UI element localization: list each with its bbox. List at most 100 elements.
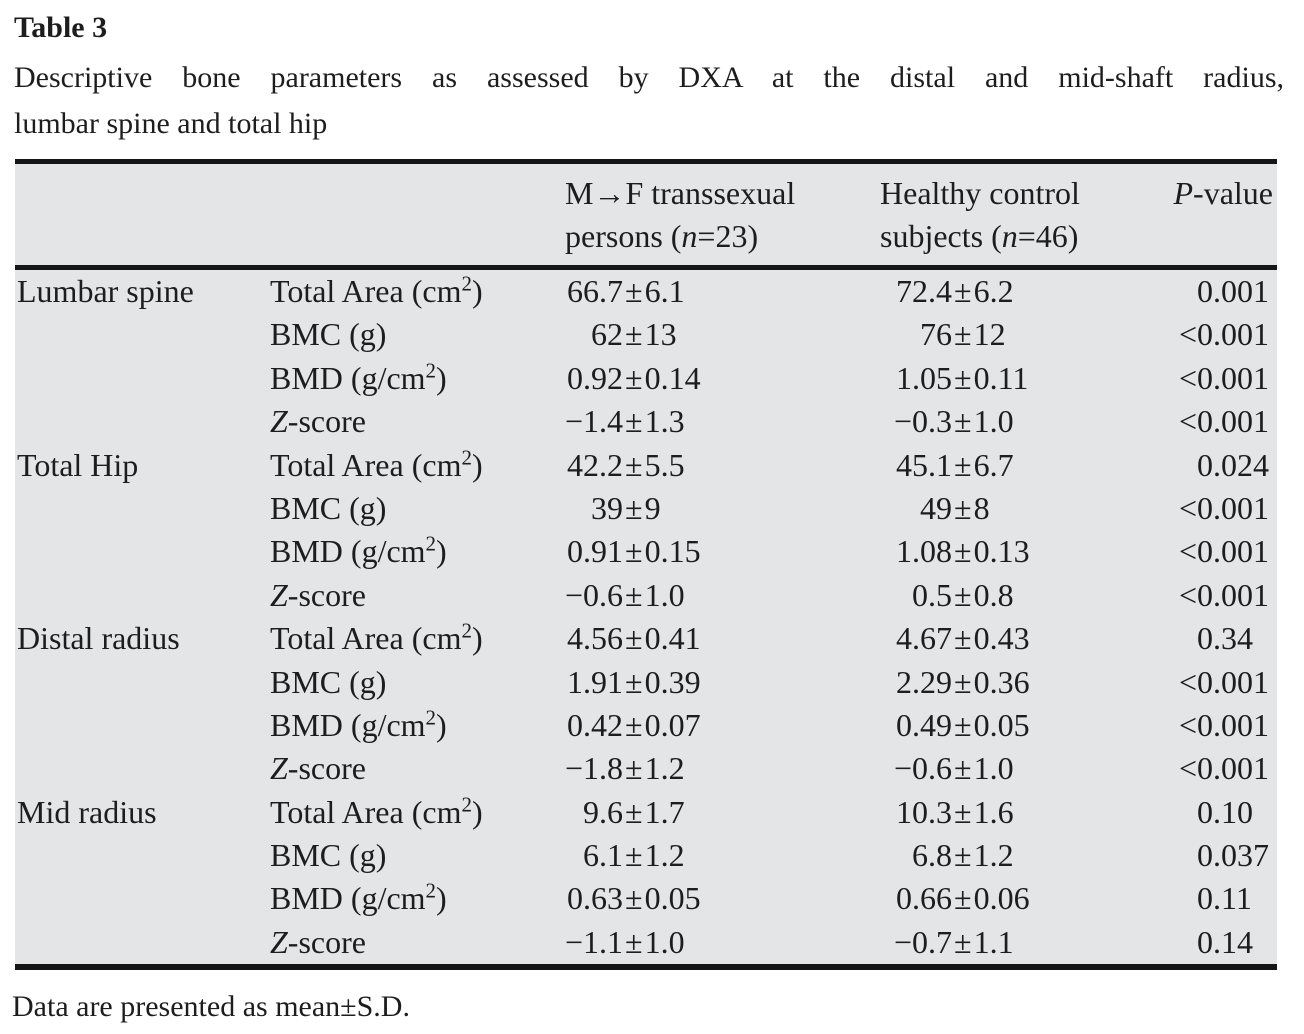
region-cell: Distal radius	[17, 620, 180, 657]
p-value-cell: 0. 11	[1197, 880, 1252, 917]
header-control-group: Healthy control subjects (n=46)	[880, 172, 1147, 258]
table-footnote: Data are presented as mean±S.D.	[12, 990, 410, 1024]
p-value-cell: <0. 001	[1178, 316, 1269, 353]
table-caption: Descriptive bone parameters as assessed …	[14, 55, 1284, 147]
caption-line-2: lumbar spine and total hip	[14, 107, 328, 140]
superscript: 2	[461, 271, 472, 296]
parameter-cell: Z-score	[270, 923, 366, 960]
table-row: Z-score −1.4 ±1.3 −0.3 ±1.0 <0. 001	[15, 400, 1277, 443]
caption-line-1: Descriptive bone parameters as assessed …	[14, 61, 1284, 94]
control-value-cell: 2.29 ±0.36	[896, 663, 1030, 700]
table-row: BMD (g/cm2) 0.91 ±0.15 1.08 ±0.13 <0. 001	[15, 530, 1277, 573]
region-cell: Total Hip	[17, 446, 139, 483]
region-cell	[15, 921, 270, 964]
transsexual-value-cell: −1.1 ±1.0	[565, 923, 685, 960]
parameter-cell: BMC (g)	[270, 663, 387, 700]
parameter-cell: BMC (g)	[270, 316, 387, 353]
region-cell	[15, 400, 270, 443]
control-value-cell: 4.67 ±0.43	[896, 620, 1030, 657]
control-value-cell: −0.6 ±1.0	[893, 750, 1014, 787]
transsexual-value-cell: 39 ±9	[591, 489, 661, 526]
transsexual-value-cell: 6.1 ±1.2	[583, 837, 685, 874]
table-row: BMC (g) 1.91 ±0.39 2.29 ±0.36 <0. 001	[15, 661, 1277, 704]
parameter-cell: BMD (g/cm2)	[270, 878, 447, 917]
table-row: Z-score −1.1 ±1.0 −0.7 ±1.1 0. 14	[15, 921, 1277, 964]
control-value-cell: 0.66 ±0.06	[896, 880, 1030, 917]
dxa-parameters-table: M→F transsexual persons (n=23) Healthy c…	[15, 159, 1277, 971]
superscript: 2	[461, 792, 472, 817]
p-value-cell: 0. 024	[1197, 446, 1269, 483]
transsexual-value-cell: 62 ±13	[591, 316, 677, 353]
superscript: 2	[425, 705, 437, 730]
transsexual-value-cell: 4.56 ±0.41	[567, 620, 701, 657]
parameter-cell: Total Area (cm2)	[270, 444, 483, 483]
control-value-cell: 45.1 ±6.7	[896, 446, 1014, 483]
control-value-cell: 76 ±12	[920, 316, 1006, 353]
parameter-cell: Z-score	[270, 403, 366, 440]
n-symbol: n	[681, 218, 698, 254]
region-cell: Lumbar spine	[17, 273, 194, 309]
header-empty-cell	[15, 172, 565, 258]
transsexual-value-cell: 0.91 ±0.15	[567, 533, 701, 570]
table-title-block: Table 3 Descriptive bone parameters as a…	[0, 10, 1284, 147]
header-control-line2: subjects (n=46)	[880, 218, 1079, 254]
superscript: 2	[425, 878, 437, 903]
header-control-line1: Healthy control	[880, 175, 1080, 211]
control-value-cell: −0.7 ±1.1	[893, 923, 1014, 960]
p-value-cell: <0. 001	[1178, 359, 1269, 396]
table-row: BMC (g) 62 ±13 76 ±12 <0. 001	[15, 313, 1277, 356]
transsexual-value-cell: 1.91 ±0.39	[567, 663, 701, 700]
parameter-cell: BMD (g/cm2)	[270, 705, 447, 743]
p-value-cell: 0. 037	[1197, 837, 1269, 874]
region-cell	[15, 704, 270, 747]
p-value-cell: 0. 14	[1197, 923, 1253, 960]
table-row: Distal radius Total Area (cm2) 4.56 ±0.41…	[15, 617, 1277, 660]
table-row: BMD (g/cm2) 0.42 ±0.07 0.49 ±0.05 <0. 001	[15, 704, 1277, 747]
region-cell	[15, 530, 270, 573]
transsexual-value-cell: −1.8 ±1.2	[565, 750, 685, 787]
transsexual-value-cell: 0.92 ±0.14	[567, 359, 701, 396]
parameter-cell: Total Area (cm2)	[270, 271, 483, 309]
table-row: Total Hip Total Area (cm2) 42.2 ±5.5 45.1…	[15, 444, 1277, 487]
transsexual-value-cell: 66.7 ±6.1	[567, 273, 685, 309]
control-value-cell: 72.4 ±6.2	[896, 273, 1014, 309]
p-value-cell: 0. 10	[1197, 793, 1253, 830]
superscript: 2	[425, 358, 437, 383]
control-value-cell: 49 ±8	[920, 489, 990, 526]
table-row: BMC (g) 6.1 ±1.2 6.8 ±1.2 0. 037	[15, 834, 1277, 877]
control-value-cell: 6.8 ±1.2	[912, 837, 1014, 874]
table-number-label: Table 3	[14, 11, 108, 44]
table-row: BMC (g) 39 ±9 49 ±8 <0. 001	[15, 487, 1277, 530]
p-value-cell: <0. 001	[1178, 663, 1269, 700]
header-p-value: P-value	[1173, 175, 1274, 211]
superscript: 2	[425, 531, 437, 556]
table-row: BMD (g/cm2) 0.63 ±0.05 0.66 ±0.06 0. 11	[15, 877, 1277, 920]
header-transsexual-group: M→F transsexual persons (n=23)	[565, 172, 880, 258]
parameter-cell: Z-score	[270, 750, 366, 787]
p-value-cell: <0. 001	[1178, 489, 1269, 526]
control-value-cell: 0.49 ±0.05	[896, 706, 1030, 743]
region-cell	[15, 747, 270, 790]
p-value-cell: <0. 001	[1178, 750, 1269, 787]
parameter-cell: BMD (g/cm2)	[270, 358, 447, 396]
table-row: Z-score −0.6 ±1.0 0.5 ±0.8 <0. 001	[15, 574, 1277, 617]
parameter-cell: Z-score	[270, 576, 366, 613]
p-value-cell: <0. 001	[1178, 706, 1269, 743]
p-value-cell: <0. 001	[1178, 403, 1269, 440]
header-transsexual-line1: M→F transsexual	[565, 175, 796, 211]
parameter-cell: BMC (g)	[270, 837, 387, 874]
header-transsexual-line2: persons (n=23)	[565, 218, 759, 254]
p-value-cell: 0. 001	[1197, 273, 1269, 309]
control-value-cell: −0.3 ±1.0	[893, 403, 1014, 440]
transsexual-value-cell: −1.4 ±1.3	[565, 403, 685, 440]
region-cell	[15, 877, 270, 920]
superscript: 2	[461, 444, 472, 469]
parameter-cell: Total Area (cm2)	[270, 792, 483, 830]
region-cell	[15, 357, 270, 400]
n-symbol: n	[1001, 218, 1018, 254]
region-cell: Mid radius	[17, 793, 157, 830]
transsexual-value-cell: −0.6 ±1.0	[565, 576, 685, 613]
transsexual-value-cell: 0.63 ±0.05	[567, 880, 701, 917]
transsexual-value-cell: 9.6 ±1.7	[583, 793, 685, 830]
